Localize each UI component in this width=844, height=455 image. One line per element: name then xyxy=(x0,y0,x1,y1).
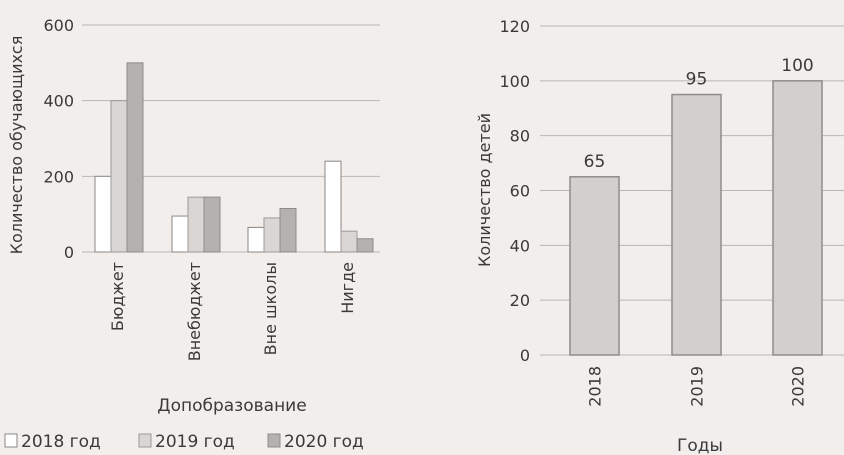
y-tick-label: 0 xyxy=(520,346,530,365)
bar xyxy=(110,100,128,253)
bar xyxy=(279,207,297,253)
bar xyxy=(171,215,189,253)
y-axis-title: Количество детей xyxy=(475,113,494,267)
y-tick-label: 60 xyxy=(510,182,530,201)
x-tick-label: Вне школы xyxy=(261,262,280,355)
right-chart: 0 20 40 60 80 100 120 Количество детей 65 2018 95 2… xyxy=(475,17,844,455)
y-tick-label: 120 xyxy=(499,17,530,36)
x-axis-title: Годы xyxy=(677,436,723,455)
y-tick-label: 40 xyxy=(510,236,530,255)
bar xyxy=(203,196,221,253)
legend-swatch xyxy=(4,433,18,448)
y-tick-label: 600 xyxy=(43,16,74,35)
bar xyxy=(94,175,112,253)
bar xyxy=(356,238,374,253)
y-tick-label: 20 xyxy=(510,291,530,310)
y-tick-label: 100 xyxy=(499,72,530,91)
x-tick-label: 2019 xyxy=(688,366,707,407)
y-tick-label: 400 xyxy=(43,92,74,111)
y-tick-label: 0 xyxy=(64,243,74,262)
legend-swatch xyxy=(138,433,152,448)
data-label: 65 xyxy=(584,152,606,172)
left-chart: 0 200 400 600 Количество обучающихся Бюджет Вн… xyxy=(4,16,380,452)
bar xyxy=(263,217,281,253)
data-label: 100 xyxy=(781,56,813,76)
y-tick-label: 80 xyxy=(510,127,530,146)
x-tick-label: Внебюджет xyxy=(185,262,204,361)
y-tick-label: 200 xyxy=(43,167,74,186)
bar xyxy=(324,160,342,253)
data-label: 95 xyxy=(686,70,708,90)
x-axis-title: Допобразование xyxy=(157,396,306,416)
bar xyxy=(340,230,358,253)
x-tick-label: Бюджет xyxy=(108,262,127,331)
legend-swatch xyxy=(267,433,281,448)
bar xyxy=(247,226,265,253)
bar xyxy=(187,196,205,253)
y-axis-title: Количество обучающихся xyxy=(7,36,26,255)
bar xyxy=(671,93,722,356)
bar xyxy=(569,176,620,356)
bar xyxy=(126,62,144,253)
x-tick-label: Нигде xyxy=(338,262,357,314)
legend-label: 2020 год xyxy=(284,432,364,452)
x-tick-label: 2018 xyxy=(586,366,605,407)
bar xyxy=(772,80,823,356)
legend-label: 2019 год xyxy=(155,432,235,452)
legend-label: 2018 год xyxy=(21,432,101,452)
x-tick-label: 2020 xyxy=(789,366,808,407)
